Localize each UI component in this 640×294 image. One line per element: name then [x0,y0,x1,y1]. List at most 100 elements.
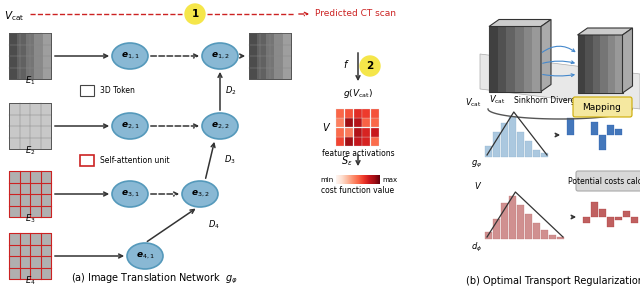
FancyBboxPatch shape [600,35,607,93]
FancyBboxPatch shape [509,196,516,239]
Text: $\boldsymbol{e}_{2,2}$: $\boldsymbol{e}_{2,2}$ [211,121,229,131]
FancyBboxPatch shape [615,35,623,93]
Text: min: min [321,176,334,183]
FancyBboxPatch shape [541,153,548,157]
FancyBboxPatch shape [607,217,614,227]
Text: $\boldsymbol{e}_{3,2}$: $\boldsymbol{e}_{3,2}$ [191,189,209,199]
FancyBboxPatch shape [283,33,291,79]
Text: (a) Image Translation Network  $g_\varphi$: (a) Image Translation Network $g_\varphi… [72,272,239,286]
FancyBboxPatch shape [533,150,540,157]
FancyBboxPatch shape [371,109,380,118]
Text: 3D Token: 3D Token [100,86,135,95]
FancyBboxPatch shape [249,33,257,79]
FancyBboxPatch shape [506,26,515,91]
FancyBboxPatch shape [354,109,362,118]
FancyBboxPatch shape [593,35,600,93]
Text: $g(V_{\mathrm{cat}})$: $g(V_{\mathrm{cat}})$ [343,87,373,100]
FancyBboxPatch shape [501,203,508,239]
FancyBboxPatch shape [515,26,524,91]
FancyBboxPatch shape [599,135,606,151]
Text: $D_2$: $D_2$ [225,85,237,97]
FancyBboxPatch shape [615,217,622,220]
FancyBboxPatch shape [17,33,26,79]
Ellipse shape [112,113,148,139]
Text: $S_\varepsilon$: $S_\varepsilon$ [341,154,353,168]
FancyBboxPatch shape [371,128,380,136]
FancyBboxPatch shape [345,109,353,118]
FancyBboxPatch shape [336,128,344,136]
FancyBboxPatch shape [9,103,51,149]
Text: (b) Optimal Transport Regularization: (b) Optimal Transport Regularization [466,276,640,286]
FancyBboxPatch shape [371,118,380,127]
Text: $\boldsymbol{e}_{4,1}$: $\boldsymbol{e}_{4,1}$ [136,251,154,261]
FancyBboxPatch shape [501,123,508,157]
Polygon shape [577,28,632,35]
FancyBboxPatch shape [576,171,640,191]
Text: $E_3$: $E_3$ [25,213,35,225]
FancyBboxPatch shape [493,219,500,239]
Text: Sinkhorn Divergence: Sinkhorn Divergence [514,96,594,105]
FancyBboxPatch shape [26,33,34,79]
Text: $f$: $f$ [343,58,350,70]
FancyBboxPatch shape [541,230,548,239]
Text: $V_{\mathrm{cat}}$: $V_{\mathrm{cat}}$ [4,9,24,23]
FancyBboxPatch shape [257,33,266,79]
FancyBboxPatch shape [599,209,606,217]
Text: 1: 1 [191,9,198,19]
Text: 2: 2 [366,61,374,71]
FancyBboxPatch shape [485,232,492,239]
Ellipse shape [127,243,163,269]
Text: $V$: $V$ [474,180,482,191]
FancyBboxPatch shape [362,118,371,127]
FancyBboxPatch shape [623,211,630,217]
FancyBboxPatch shape [524,26,532,91]
FancyBboxPatch shape [525,141,532,157]
FancyBboxPatch shape [336,109,344,118]
FancyBboxPatch shape [9,33,51,79]
Polygon shape [489,19,551,26]
Text: $V$: $V$ [322,121,331,133]
FancyBboxPatch shape [362,137,371,146]
FancyBboxPatch shape [345,118,353,127]
FancyBboxPatch shape [43,33,51,79]
Text: $V_{\mathrm{cat}}$: $V_{\mathrm{cat}}$ [465,96,482,109]
FancyBboxPatch shape [525,214,532,239]
FancyBboxPatch shape [567,118,574,135]
FancyBboxPatch shape [9,233,51,279]
FancyBboxPatch shape [9,33,17,79]
FancyBboxPatch shape [489,26,541,91]
FancyBboxPatch shape [362,128,371,136]
Text: $g_\varphi$: $g_\varphi$ [471,159,482,170]
FancyBboxPatch shape [371,137,380,146]
FancyBboxPatch shape [517,132,524,157]
FancyBboxPatch shape [362,109,371,118]
Text: $D_4$: $D_4$ [208,219,220,231]
FancyBboxPatch shape [336,137,344,146]
FancyBboxPatch shape [249,33,291,79]
Text: $E_4$: $E_4$ [25,275,35,287]
Text: cost function value: cost function value [321,186,395,195]
FancyBboxPatch shape [345,137,353,146]
FancyBboxPatch shape [577,35,585,93]
Text: $V_{\mathrm{cat}}$: $V_{\mathrm{cat}}$ [489,94,506,106]
FancyBboxPatch shape [607,125,614,135]
Circle shape [360,56,380,76]
FancyBboxPatch shape [607,35,615,93]
FancyBboxPatch shape [631,217,638,223]
Text: $E_1$: $E_1$ [25,75,35,87]
FancyBboxPatch shape [533,223,540,239]
Ellipse shape [182,181,218,207]
Polygon shape [541,19,551,91]
Text: max: max [382,176,397,183]
FancyBboxPatch shape [498,26,506,91]
FancyBboxPatch shape [532,26,541,91]
Ellipse shape [112,43,148,69]
FancyBboxPatch shape [577,35,623,93]
Text: $D_3$: $D_3$ [224,154,236,166]
FancyBboxPatch shape [80,85,94,96]
Text: Mapping: Mapping [582,103,621,111]
FancyBboxPatch shape [591,122,598,135]
FancyBboxPatch shape [274,33,283,79]
FancyBboxPatch shape [615,129,622,135]
Circle shape [185,4,205,24]
